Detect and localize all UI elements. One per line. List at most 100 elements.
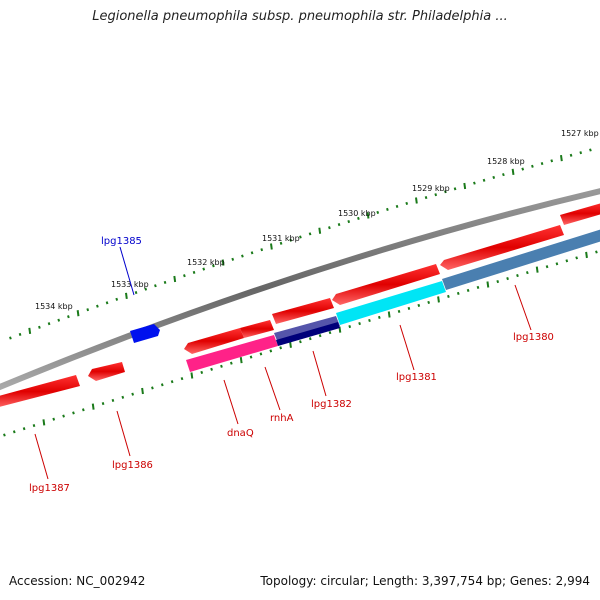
minor-tick: [482, 178, 486, 182]
minor-tick: [131, 392, 135, 396]
kbp-label: 1531 kbp: [262, 234, 300, 243]
minor-tick: [134, 290, 138, 295]
minor-tick: [540, 161, 544, 166]
minor-tick: [241, 254, 244, 258]
gene-label-dnaQ: dnaQ: [227, 428, 254, 439]
minor-tick: [250, 251, 254, 255]
minor-tick: [492, 175, 496, 179]
major-tick: [141, 387, 144, 395]
minor-tick: [57, 318, 61, 322]
minor-tick: [453, 187, 457, 191]
feature-magenta[interactable]: [186, 335, 278, 372]
minor-tick: [575, 256, 579, 260]
minor-tick: [328, 331, 332, 335]
gene-arrow-blue[interactable]: [130, 324, 160, 343]
minor-tick: [395, 204, 399, 208]
gene-arrow[interactable]: [88, 362, 125, 381]
gene-arrow[interactable]: [0, 375, 80, 408]
outer-tick-scale: [9, 148, 592, 340]
map-title: Legionella pneumophila subsp. pneumophil…: [92, 9, 508, 24]
feature-navy[interactable]: [276, 322, 340, 346]
minor-tick: [308, 232, 312, 236]
gene-label-lpg1380: lpg1380: [513, 332, 554, 343]
minor-tick: [210, 367, 213, 371]
minor-tick: [111, 398, 115, 402]
gene-label-lpg1381: lpg1381: [396, 372, 437, 383]
gene-arrow[interactable]: [332, 264, 440, 305]
minor-tick: [377, 315, 381, 320]
topology-summary: Topology: circular; Length: 3,397,754 bp…: [260, 574, 590, 588]
minor-tick: [144, 287, 148, 291]
gene-arrow[interactable]: [440, 225, 564, 270]
minor-tick: [32, 423, 36, 428]
kbp-label: 1527 kbp: [561, 129, 599, 138]
major-tick: [125, 292, 128, 300]
major-tick: [486, 281, 490, 288]
minor-tick: [86, 308, 90, 312]
gene-arrow[interactable]: [240, 320, 274, 338]
minor-tick: [96, 304, 99, 308]
gene-label-lpg1387: lpg1387: [29, 483, 70, 494]
minor-tick: [259, 352, 263, 356]
minor-tick: [279, 241, 283, 245]
major-tick: [511, 168, 515, 175]
major-tick: [535, 266, 539, 273]
minor-tick: [180, 377, 184, 381]
genome-backbone: [0, 188, 600, 391]
minor-tick: [434, 193, 438, 197]
minor-tick: [289, 238, 293, 242]
minor-tick: [154, 284, 157, 288]
minor-tick: [299, 340, 302, 344]
minor-tick: [502, 173, 505, 177]
major-tick: [190, 372, 194, 379]
gene-arrow[interactable]: [272, 298, 334, 324]
minor-tick: [151, 386, 154, 390]
minor-tick: [595, 250, 598, 254]
minor-tick: [496, 279, 500, 284]
minor-tick: [368, 318, 371, 323]
major-tick: [289, 341, 292, 348]
feature-steelblue[interactable]: [442, 228, 600, 290]
kbp-label: 1530 kbp: [338, 209, 376, 218]
minor-tick: [170, 380, 174, 384]
major-tick: [239, 356, 243, 364]
minor-tick: [473, 181, 476, 185]
major-tick: [463, 182, 467, 190]
accession-text: Accession: NC_002942: [9, 574, 146, 588]
minor-tick: [101, 401, 105, 406]
minor-tick: [52, 417, 56, 421]
minor-tick: [444, 190, 447, 194]
minor-tick: [347, 219, 351, 224]
gene-arrow[interactable]: [184, 328, 244, 354]
leader-lines: [34, 246, 532, 480]
minor-tick: [466, 288, 470, 293]
feature-cyan[interactable]: [336, 281, 446, 325]
minor-tick: [506, 277, 509, 281]
minor-tick: [160, 383, 164, 387]
major-tick: [560, 154, 563, 162]
kbp-label: 1533 kbp: [111, 280, 149, 289]
minor-tick: [521, 167, 525, 171]
major-tick: [91, 403, 95, 410]
minor-tick: [121, 395, 125, 399]
minor-tick: [67, 315, 70, 319]
major-tick: [415, 197, 418, 204]
minor-tick: [531, 164, 534, 168]
minor-tick: [308, 337, 312, 341]
major-tick: [366, 212, 370, 219]
minor-tick: [569, 153, 573, 157]
minor-tick: [163, 280, 167, 284]
minor-tick: [516, 274, 519, 278]
minor-tick: [183, 274, 186, 278]
minor-tick: [397, 309, 401, 313]
minor-tick: [200, 370, 204, 374]
kbp-label: 1528 kbp: [487, 157, 525, 166]
major-tick: [28, 327, 32, 334]
kbp-label: 1534 kbp: [35, 302, 73, 311]
minor-tick: [417, 303, 421, 307]
minor-tick: [337, 223, 341, 227]
major-tick: [270, 243, 273, 250]
minor-tick: [545, 265, 549, 269]
gene-arrow[interactable]: [560, 202, 600, 225]
